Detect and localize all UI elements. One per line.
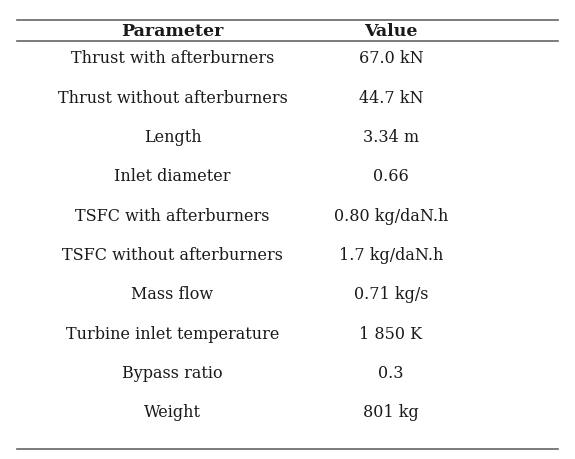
Text: 1.7 kg/daN.h: 1.7 kg/daN.h <box>339 246 443 263</box>
Text: Parameter: Parameter <box>121 23 224 39</box>
Text: Weight: Weight <box>144 403 201 420</box>
Text: TSFC without afterburners: TSFC without afterburners <box>62 246 283 263</box>
Text: 44.7 kN: 44.7 kN <box>359 90 423 106</box>
Text: 67.0 kN: 67.0 kN <box>359 50 423 67</box>
Text: 1 850 K: 1 850 K <box>359 325 423 342</box>
Text: TSFC with afterburners: TSFC with afterburners <box>75 207 270 224</box>
Text: Length: Length <box>144 129 201 146</box>
Text: 0.66: 0.66 <box>373 168 409 185</box>
Text: Bypass ratio: Bypass ratio <box>122 364 223 381</box>
Text: 0.71 kg/s: 0.71 kg/s <box>354 286 428 302</box>
Text: Mass flow: Mass flow <box>132 286 213 302</box>
Text: Thrust without afterburners: Thrust without afterburners <box>58 90 288 106</box>
Text: 3.34 m: 3.34 m <box>363 129 419 146</box>
Text: Turbine inlet temperature: Turbine inlet temperature <box>66 325 279 342</box>
Text: 0.80 kg/daN.h: 0.80 kg/daN.h <box>334 207 448 224</box>
Text: Value: Value <box>364 23 418 39</box>
Text: 801 kg: 801 kg <box>363 403 419 420</box>
Text: 0.3: 0.3 <box>378 364 404 381</box>
Text: Thrust with afterburners: Thrust with afterburners <box>71 50 274 67</box>
Text: Inlet diameter: Inlet diameter <box>114 168 231 185</box>
